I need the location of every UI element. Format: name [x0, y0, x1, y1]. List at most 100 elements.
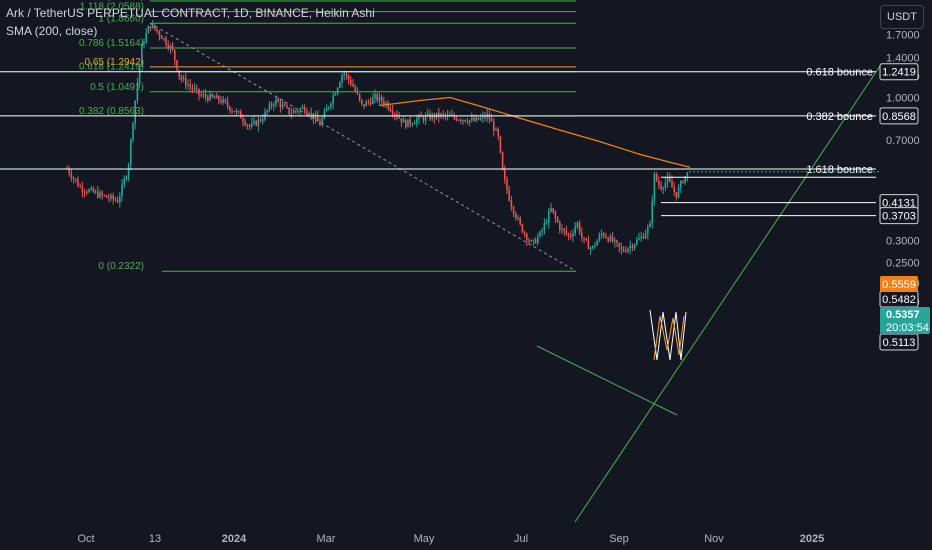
- candle-body: [174, 49, 176, 61]
- candle-body: [354, 86, 356, 92]
- candle-body: [286, 105, 288, 108]
- candle-body: [145, 33, 147, 43]
- candle-body: [288, 107, 290, 114]
- candle-body: [310, 113, 312, 115]
- candle-body: [180, 76, 183, 80]
- level-label: 0.618 bounce: [806, 67, 873, 79]
- candle-body: [629, 245, 631, 249]
- candle-body: [88, 189, 90, 193]
- candle-body: [589, 247, 592, 250]
- candle-body: [231, 110, 233, 112]
- candle-body: [682, 181, 684, 183]
- candle-body: [545, 222, 548, 224]
- candle-body: [246, 124, 249, 126]
- candle-body: [380, 96, 383, 102]
- candle-body: [242, 118, 244, 122]
- candle-body: [198, 88, 200, 95]
- candle-body: [587, 240, 590, 250]
- candle-body: [334, 93, 337, 96]
- candle-body: [603, 233, 605, 237]
- candle-body: [125, 177, 128, 180]
- candle-body: [501, 152, 504, 171]
- candle-body: [303, 107, 306, 112]
- candle-body: [576, 222, 579, 227]
- candle-body: [532, 239, 535, 241]
- candle-body: [519, 217, 521, 225]
- candle-body: [319, 121, 321, 126]
- candle-body: [121, 184, 123, 197]
- ascending-trendline: [574, 65, 881, 523]
- candle-body: [229, 106, 231, 111]
- candle-body: [636, 239, 638, 245]
- candle-body: [277, 99, 279, 102]
- y-axis-tick: 0.2500: [886, 257, 920, 269]
- candle-body: [460, 119, 462, 121]
- level-price-label: 0.8568: [882, 111, 916, 123]
- candle-body: [90, 188, 92, 190]
- candle-body: [255, 120, 257, 126]
- candle-body: [570, 235, 572, 237]
- candle-body: [512, 206, 515, 214]
- candle-body: [383, 101, 385, 105]
- fib-trend-line: [149, 22, 577, 272]
- candle-body: [462, 119, 464, 121]
- currency-button[interactable]: USDT: [880, 5, 924, 29]
- sma-indicator-label[interactable]: SMA (200, close): [6, 24, 98, 38]
- candle-body: [471, 118, 473, 121]
- candle-body: [301, 107, 304, 109]
- x-axis-tick: Jul: [514, 533, 528, 545]
- candle-body: [119, 196, 121, 203]
- candle-body: [574, 226, 576, 234]
- candle-body: [143, 42, 145, 45]
- candle-body: [171, 45, 174, 50]
- descending-trendline: [536, 345, 678, 416]
- candle-body: [611, 236, 614, 242]
- candle-body: [640, 236, 642, 239]
- candle-body: [81, 186, 84, 192]
- candle-body: [528, 240, 530, 242]
- candle-body: [567, 233, 570, 236]
- candle-body: [68, 168, 70, 174]
- candle-body: [268, 104, 271, 111]
- candle-body: [308, 113, 310, 115]
- candle-body: [165, 38, 167, 45]
- candle-body: [321, 118, 323, 126]
- candle-body: [515, 213, 517, 219]
- candle-body: [583, 237, 585, 239]
- fib-level-label: 0.382 (0.8563): [79, 106, 144, 117]
- level-label: 1.618 bounce: [806, 164, 873, 176]
- candle-body: [649, 223, 651, 228]
- candle-body: [295, 110, 297, 112]
- candle-body: [394, 113, 396, 115]
- candle-body: [244, 121, 246, 125]
- candle-body: [479, 117, 482, 120]
- candle-body: [600, 233, 603, 236]
- candle-body: [101, 192, 103, 196]
- candle-body: [627, 248, 629, 252]
- candle-body: [530, 240, 532, 242]
- candle-body: [105, 195, 108, 198]
- candle-body: [336, 87, 339, 94]
- x-axis-tick: May: [414, 533, 435, 545]
- candle-body: [226, 101, 229, 107]
- candle-body: [220, 100, 222, 103]
- candle-body: [581, 232, 583, 238]
- fib-level-label: 1 (1.8660): [98, 13, 144, 24]
- y-axis-tick: 1.7000: [886, 29, 920, 41]
- candle-body: [339, 82, 341, 88]
- candle-body: [141, 44, 143, 65]
- candle-body: [614, 240, 616, 242]
- fib-level-label: 0 (0.2322): [98, 261, 144, 272]
- candle-body: [671, 181, 673, 188]
- candle-body: [299, 108, 301, 112]
- candle-body: [77, 180, 79, 187]
- candle-body: [367, 101, 370, 103]
- candle-body: [134, 100, 136, 124]
- candle-body: [363, 103, 365, 107]
- last-price-tag: [880, 307, 930, 334]
- candle-body: [189, 84, 191, 87]
- candle-body: [438, 112, 440, 117]
- candle-body: [136, 82, 139, 101]
